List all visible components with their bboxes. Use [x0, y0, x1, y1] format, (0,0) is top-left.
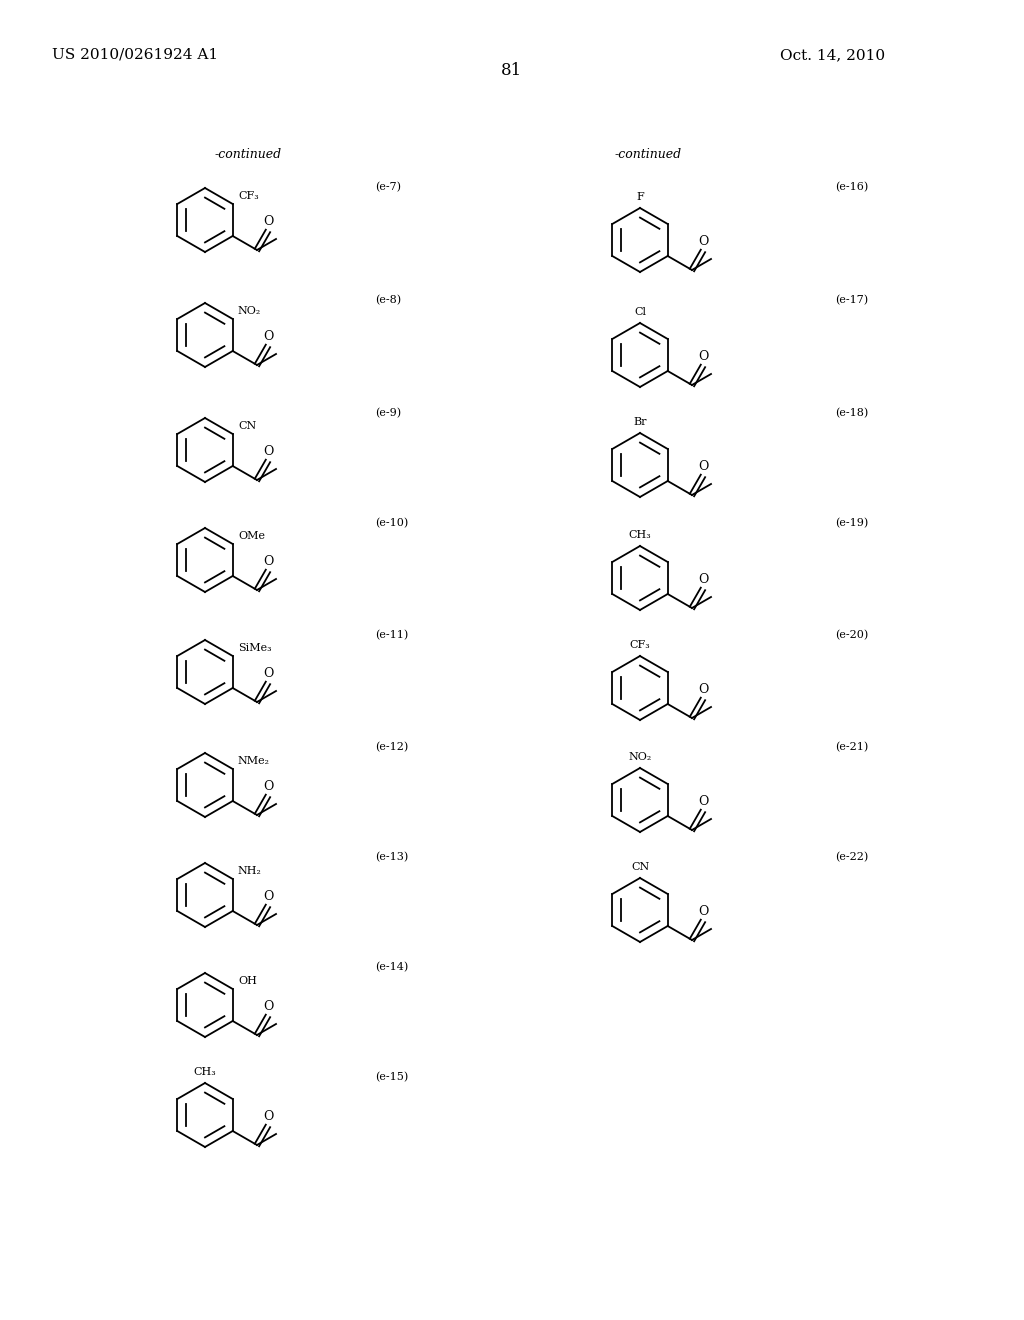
Text: (e-9): (e-9) — [375, 408, 401, 418]
Text: O: O — [263, 1001, 273, 1012]
Text: 81: 81 — [502, 62, 522, 79]
Text: O: O — [697, 459, 709, 473]
Text: (e-21): (e-21) — [835, 742, 868, 752]
Text: (e-17): (e-17) — [835, 294, 868, 305]
Text: O: O — [263, 445, 273, 458]
Text: NH₂: NH₂ — [238, 866, 262, 876]
Text: O: O — [263, 780, 273, 793]
Text: (e-14): (e-14) — [375, 962, 409, 973]
Text: O: O — [263, 554, 273, 568]
Text: O: O — [263, 1110, 273, 1123]
Text: O: O — [263, 667, 273, 680]
Text: CF₃: CF₃ — [238, 191, 259, 201]
Text: Br: Br — [633, 417, 647, 426]
Text: CN: CN — [631, 862, 649, 873]
Text: -continued: -continued — [614, 148, 682, 161]
Text: -continued: -continued — [214, 148, 282, 161]
Text: (e-16): (e-16) — [835, 182, 868, 193]
Text: NO₂: NO₂ — [238, 306, 261, 315]
Text: (e-20): (e-20) — [835, 630, 868, 640]
Text: O: O — [697, 906, 709, 917]
Text: (e-11): (e-11) — [375, 630, 409, 640]
Text: O: O — [697, 682, 709, 696]
Text: OH: OH — [238, 975, 257, 986]
Text: (e-8): (e-8) — [375, 294, 401, 305]
Text: O: O — [697, 350, 709, 363]
Text: (e-15): (e-15) — [375, 1072, 409, 1082]
Text: (e-18): (e-18) — [835, 408, 868, 418]
Text: O: O — [263, 215, 273, 228]
Text: CN: CN — [238, 421, 256, 432]
Text: O: O — [263, 330, 273, 343]
Text: O: O — [697, 795, 709, 808]
Text: Oct. 14, 2010: Oct. 14, 2010 — [780, 48, 885, 62]
Text: (e-12): (e-12) — [375, 742, 409, 752]
Text: US 2010/0261924 A1: US 2010/0261924 A1 — [52, 48, 218, 62]
Text: OMe: OMe — [238, 531, 265, 541]
Text: CF₃: CF₃ — [630, 640, 650, 649]
Text: NMe₂: NMe₂ — [238, 756, 270, 766]
Text: O: O — [697, 573, 709, 586]
Text: (e-22): (e-22) — [835, 851, 868, 862]
Text: CH₃: CH₃ — [629, 531, 651, 540]
Text: (e-19): (e-19) — [835, 517, 868, 528]
Text: Cl: Cl — [634, 308, 646, 317]
Text: O: O — [697, 235, 709, 248]
Text: F: F — [636, 191, 644, 202]
Text: (e-13): (e-13) — [375, 851, 409, 862]
Text: (e-7): (e-7) — [375, 182, 401, 193]
Text: NO₂: NO₂ — [629, 752, 651, 762]
Text: CH₃: CH₃ — [194, 1067, 216, 1077]
Text: SiMe₃: SiMe₃ — [238, 643, 271, 653]
Text: O: O — [263, 890, 273, 903]
Text: (e-10): (e-10) — [375, 517, 409, 528]
